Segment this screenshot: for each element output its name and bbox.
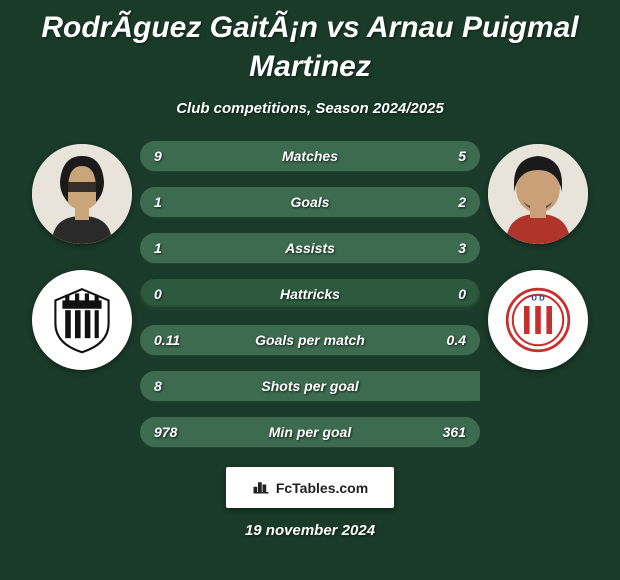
stat-value-right: 0 [458,286,466,302]
stat-label: Assists [285,240,335,256]
stat-row: 978 Min per goal 361 [140,417,480,447]
stat-row: 0.11 Goals per match 0.4 [140,325,480,355]
comparison-card: RodrÃ­guez GaitÃ¡n vs Arnau Puigmal Mart… [0,0,620,580]
stat-fill-right [225,233,480,263]
right-club-crest: U D [488,270,588,370]
left-player-avatar [32,144,132,244]
stat-value-left: 0.11 [154,332,180,348]
left-club-crest [32,270,132,370]
stat-fill-right [388,417,480,447]
stat-fill-right [252,187,480,217]
stat-value-left: 8 [154,378,162,394]
stat-label: Matches [282,148,338,164]
stat-value-right: 361 [443,424,466,440]
left-column [32,144,132,370]
stat-value-right: 2 [458,194,466,210]
stat-label: Goals [291,194,330,210]
brand-badge[interactable]: FcTables.com [226,467,394,508]
stat-value-right: 5 [458,148,466,164]
svg-text:U D: U D [531,293,545,302]
stats-list: 9 Matches 5 1 Goals 2 1 Assists 3 0 Hattricks 0 0.11… [140,141,480,447]
right-player-avatar [488,144,588,244]
stat-value-left: 978 [154,424,177,440]
stat-value-right: 3 [458,240,466,256]
stat-row: 1 Assists 3 [140,233,480,263]
stat-label: Shots per goal [261,378,358,394]
stat-row: 9 Matches 5 [140,141,480,171]
right-column: U D [488,144,588,370]
page-title: RodrÃ­guez GaitÃ¡n vs Arnau Puigmal Mart… [0,8,620,86]
subtitle: Club competitions, Season 2024/2025 [176,100,444,117]
comparison-body: 9 Matches 5 1 Goals 2 1 Assists 3 0 Hattricks 0 0.11… [0,141,620,447]
brand-text: FcTables.com [276,480,368,496]
stat-label: Hattricks [280,286,340,302]
stat-value-right: 0.4 [447,332,466,348]
stat-label: Min per goal [269,424,351,440]
stat-value-left: 1 [154,194,162,210]
chart-icon [252,477,270,498]
stat-value-left: 0 [154,286,162,302]
stat-label: Goals per match [255,332,365,348]
stat-value-left: 1 [154,240,162,256]
stat-value-left: 9 [154,148,162,164]
stat-fill-left [140,233,225,263]
date-text: 19 november 2024 [245,522,375,539]
stat-row: 8 Shots per goal [140,371,480,401]
stat-row: 0 Hattricks 0 [140,279,480,309]
stat-row: 1 Goals 2 [140,187,480,217]
